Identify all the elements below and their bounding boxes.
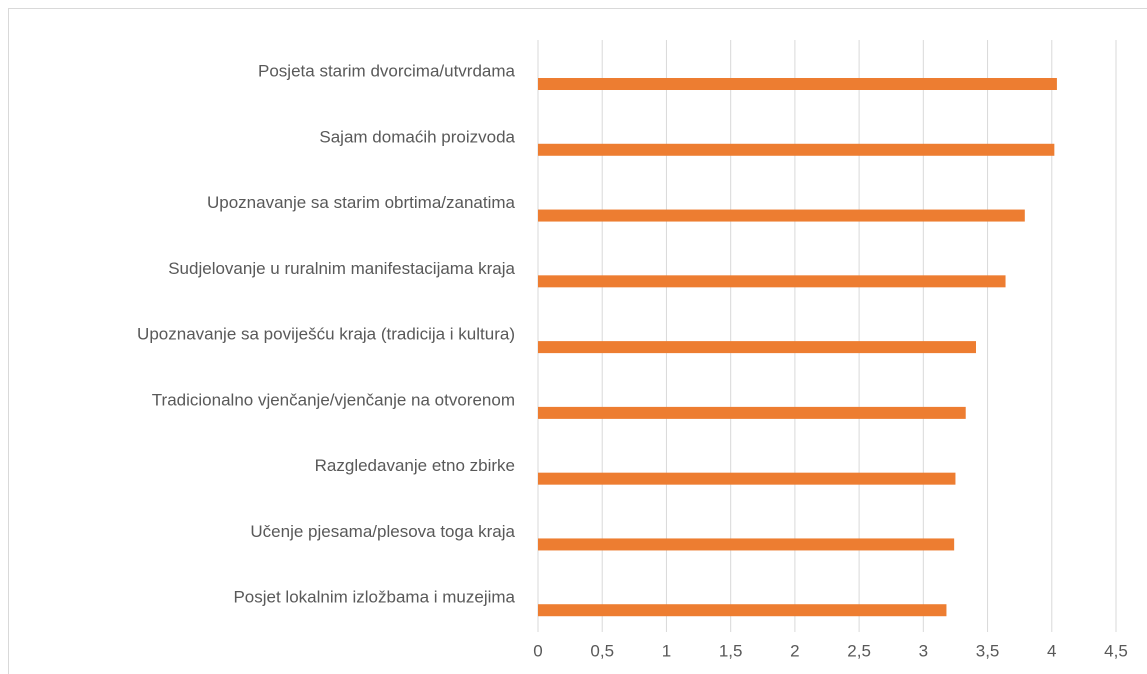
y-tick-label: Upoznavanje sa starim obrtima/zanatima: [207, 193, 516, 212]
y-tick-label: Sudjelovanje u ruralnim manifestacijama …: [168, 259, 515, 278]
x-tick-label: 2: [790, 641, 799, 660]
x-tick-label: 0: [533, 641, 542, 660]
y-tick-label: Upoznavanje sa poviješću kraja (tradicij…: [137, 325, 515, 344]
y-tick-label: Razgledavanje etno zbirke: [315, 456, 515, 475]
x-tick-label: 4: [1047, 641, 1056, 660]
bar: [538, 406, 966, 419]
x-tick-label: 1: [662, 641, 671, 660]
x-tick-label: 4,5: [1104, 641, 1128, 660]
x-tick-label: 3: [919, 641, 928, 660]
bar: [538, 538, 955, 551]
y-tick-label: Tradicionalno vjenčanje/vjenčanje na otv…: [152, 390, 515, 409]
bar: [538, 341, 976, 354]
bar: [538, 143, 1055, 156]
x-tick-label: 2,5: [847, 641, 871, 660]
y-tick-label: Posjet lokalnim izložbama i muzejima: [233, 588, 515, 607]
bar: [538, 275, 1006, 288]
y-tick-label: Posjeta starim dvorcima/utvrdama: [258, 61, 516, 80]
bar: [538, 78, 1057, 90]
y-tick-label: Sajam domaćih proizvoda: [319, 127, 515, 146]
x-tick-label: 1,5: [719, 641, 743, 660]
y-tick-label: Učenje pjesama/plesova toga kraja: [250, 522, 515, 541]
bar: [538, 604, 947, 617]
x-tick-label: 3,5: [976, 641, 1000, 660]
bar: [538, 209, 1025, 222]
bar: [538, 472, 956, 485]
x-tick-label: 0,5: [590, 641, 614, 660]
